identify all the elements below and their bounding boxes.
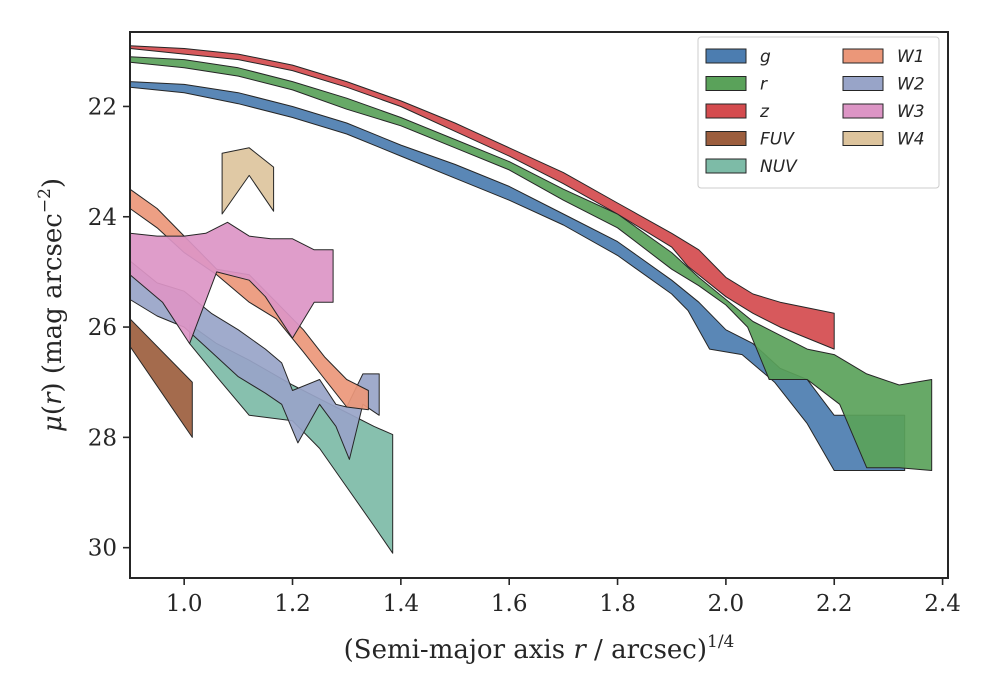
x-tick-label: 1.8: [599, 591, 636, 617]
y-tick-label: 26: [88, 315, 117, 341]
legend-label-w2: W2: [897, 75, 925, 95]
y-axis-ticks: 22 24 26 28 30: [88, 94, 130, 562]
legend-swatch-w1: [842, 48, 884, 64]
legend-swatch-w3: [842, 103, 884, 119]
legend-swatch-w2: [842, 76, 884, 91]
x-tick-label: 2.0: [708, 591, 745, 617]
band-r-7: [129, 56, 933, 471]
x-tick-label: 2.2: [816, 591, 853, 617]
band-z-8: [129, 45, 835, 350]
y-tick-label: 24: [88, 205, 117, 231]
band-w3-5: [129, 221, 334, 345]
x-tick-label: 1.6: [491, 591, 528, 617]
legend-label-w1: W1: [897, 47, 925, 67]
legend-swatch-nuv: [705, 158, 747, 174]
x-tick-label: 1.2: [274, 591, 311, 617]
legend-label-g: g: [760, 47, 771, 67]
legend-box: [697, 36, 940, 189]
legend-swatch-r: [705, 76, 747, 91]
legend-label-r: r: [760, 75, 768, 95]
y-axis-title: μ(r) (mag arcsec−2): [35, 178, 68, 432]
legend-label-fuv: FUV: [760, 130, 795, 150]
legend-label-w3: W3: [897, 102, 925, 122]
x-tick-label: 1.4: [383, 591, 420, 617]
legend-swatch-fuv: [705, 131, 747, 146]
x-axis-title: (Semi-major axis r / arcsec)1/4: [344, 632, 735, 665]
band-g-6: [129, 81, 906, 471]
band-w4-0: [221, 147, 275, 215]
legend-label-w4: W4: [897, 130, 925, 150]
legend: grz FUV NUV W1 W2 W3 W4: [697, 36, 940, 189]
legend-label-z: z: [759, 102, 770, 122]
plot-frame: [129, 31, 949, 579]
x-axis-ticks: 1.0 1.2 1.4 1.6 1.8 2.0 2.2 2.4: [166, 578, 961, 617]
x-tick-label: 2.4: [924, 591, 961, 617]
x-tick-label: 1.0: [166, 591, 203, 617]
y-tick-label: 28: [88, 425, 117, 451]
data-bands: [129, 45, 933, 554]
legend-swatch-z: [705, 103, 747, 119]
y-tick-label: 22: [88, 94, 117, 120]
legend-label-nuv: NUV: [760, 157, 798, 177]
legend-swatch-g: [705, 48, 747, 64]
legend-swatch-w4: [842, 131, 884, 146]
y-tick-label: 30: [88, 536, 117, 562]
